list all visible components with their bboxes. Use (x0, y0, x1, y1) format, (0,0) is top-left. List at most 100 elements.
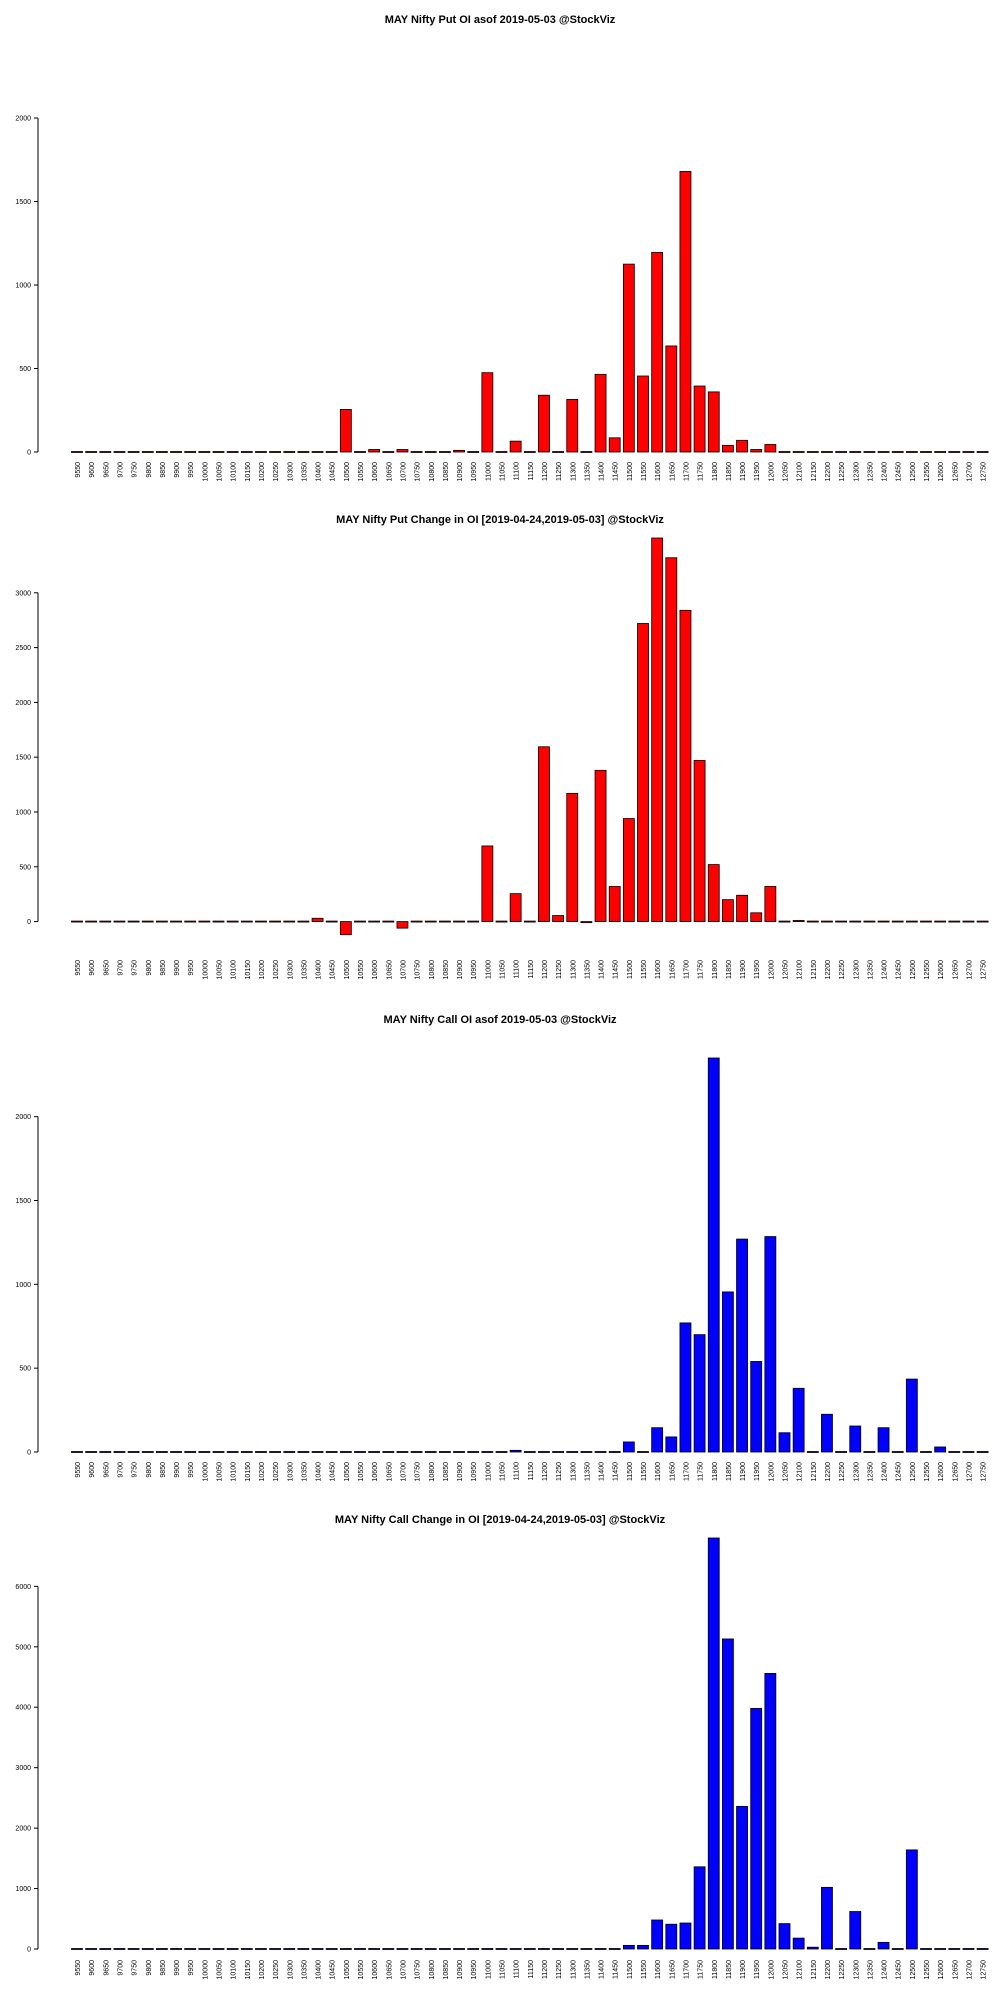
x-tick-label: 11250 (556, 1462, 563, 1481)
x-tick-label: 11300 (570, 1462, 577, 1481)
x-tick-label: 11700 (683, 1462, 690, 1481)
bar-11350 (580, 451, 593, 453)
bar-10600 (368, 1451, 381, 1453)
x-tick-label: 12400 (882, 1960, 889, 1980)
bar-9700 (113, 920, 126, 923)
x-tick-label: 9800 (146, 1462, 153, 1478)
x-tick-label: 12400 (882, 462, 889, 482)
bar-10900 (453, 1451, 465, 1453)
x-tick-label: 10300 (287, 462, 294, 482)
bar-10450 (325, 920, 338, 923)
x-tick-label: 9900 (174, 462, 181, 478)
y-tick-label: 1000 (15, 283, 31, 290)
bar-9550 (71, 920, 83, 923)
x-tick-label: 11850 (726, 1960, 733, 1979)
x-tick-label: 10650 (386, 960, 393, 980)
x-tick-label: 11500 (627, 960, 634, 979)
bar-11100 (509, 1948, 522, 1950)
x-tick-label: 12700 (966, 462, 973, 482)
x-tick-label: 10000 (202, 462, 209, 482)
x-tick-label: 9750 (132, 1462, 139, 1478)
bar-11600 (651, 252, 664, 453)
bar-10300 (283, 451, 296, 453)
bar-11800 (707, 391, 720, 453)
x-tick-label: 12100 (797, 960, 804, 980)
x-tick-label: 10100 (231, 1960, 238, 1980)
x-tick-label: 12150 (811, 1960, 818, 1980)
x-tick-label: 12200 (825, 462, 832, 482)
bar-11950 (750, 912, 763, 922)
bar-12250 (835, 1948, 847, 1950)
bar-12400 (877, 451, 890, 453)
chart-panel-4: MAY Nifty Call Change in OI [2019-04-24,… (15, 1514, 989, 1980)
x-tick-label: 11750 (698, 462, 705, 481)
bar-9650 (99, 1948, 112, 1950)
bar-12700 (962, 1948, 975, 1950)
x-tick-label: 12250 (839, 462, 846, 482)
bar-10700 (396, 449, 409, 453)
x-tick-label: 11050 (500, 462, 507, 481)
y-tick-label: 2000 (15, 1114, 31, 1121)
x-tick-label: 10300 (287, 1462, 294, 1482)
bar-10500 (339, 1451, 352, 1453)
x-tick-label: 10950 (471, 462, 478, 482)
bar-12300 (849, 1911, 862, 1950)
x-tick-label: 11450 (613, 462, 620, 481)
x-tick-label: 11550 (641, 960, 648, 979)
bar-10050 (212, 451, 225, 453)
bar-11800 (707, 1537, 720, 1950)
x-tick-label: 12700 (966, 1462, 973, 1482)
x-tick-label: 12500 (910, 1462, 917, 1482)
bar-10650 (382, 1451, 395, 1453)
x-tick-label: 10950 (471, 1960, 478, 1980)
bar-10500 (339, 921, 352, 936)
bar-11500 (622, 263, 635, 453)
x-tick-label: 11000 (485, 960, 492, 979)
bar-11150 (523, 920, 536, 923)
bar-10250 (269, 451, 282, 453)
bar-10150 (240, 451, 253, 453)
x-tick-label: 12300 (853, 462, 860, 482)
bar-9850 (155, 451, 168, 453)
x-tick-label: 12600 (938, 1462, 945, 1482)
bar-11350 (580, 921, 593, 924)
x-tick-label: 11400 (599, 462, 606, 481)
x-tick-label: 9550 (75, 1462, 82, 1478)
x-tick-label: 9750 (132, 960, 139, 976)
x-tick-label: 11100 (514, 1960, 521, 1979)
x-tick-label: 10650 (386, 1960, 393, 1980)
bar-11300 (566, 1451, 579, 1453)
x-tick-label: 12450 (896, 1462, 903, 1482)
x-tick-label: 10600 (372, 462, 379, 482)
bar-11600 (651, 1427, 664, 1453)
x-tick-label: 10450 (330, 1462, 337, 1482)
x-tick-label: 11700 (683, 462, 690, 481)
bar-10550 (354, 451, 366, 453)
y-tick-label: 500 (19, 1366, 31, 1373)
bar-11150 (523, 1451, 536, 1453)
x-tick-label: 10850 (443, 462, 450, 482)
bar-10550 (354, 920, 366, 923)
x-tick-label: 12450 (896, 462, 903, 482)
bar-10500 (339, 1948, 352, 1950)
bar-9600 (85, 451, 98, 453)
bar-10750 (410, 1948, 423, 1950)
bar-11300 (566, 1948, 579, 1950)
x-tick-label: 11800 (712, 462, 719, 481)
bar-11500 (622, 1441, 635, 1453)
x-tick-label: 11450 (613, 1960, 620, 1979)
bar-9650 (99, 920, 112, 923)
x-tick-label: 9850 (160, 960, 167, 976)
x-tick-label: 12150 (811, 462, 818, 482)
x-tick-label: 10550 (358, 960, 365, 980)
x-tick-label: 12650 (952, 960, 959, 980)
bar-10650 (382, 451, 395, 453)
bar-10100 (226, 920, 239, 923)
chart-title: MAY Nifty Call OI asof 2019-05-03 @Stock… (383, 1014, 617, 1026)
bar-11250 (552, 1451, 564, 1453)
x-tick-label: 10850 (443, 1960, 450, 1980)
bar-12200 (821, 1886, 833, 1950)
x-tick-label: 10850 (443, 960, 450, 980)
bar-10350 (297, 1451, 310, 1453)
